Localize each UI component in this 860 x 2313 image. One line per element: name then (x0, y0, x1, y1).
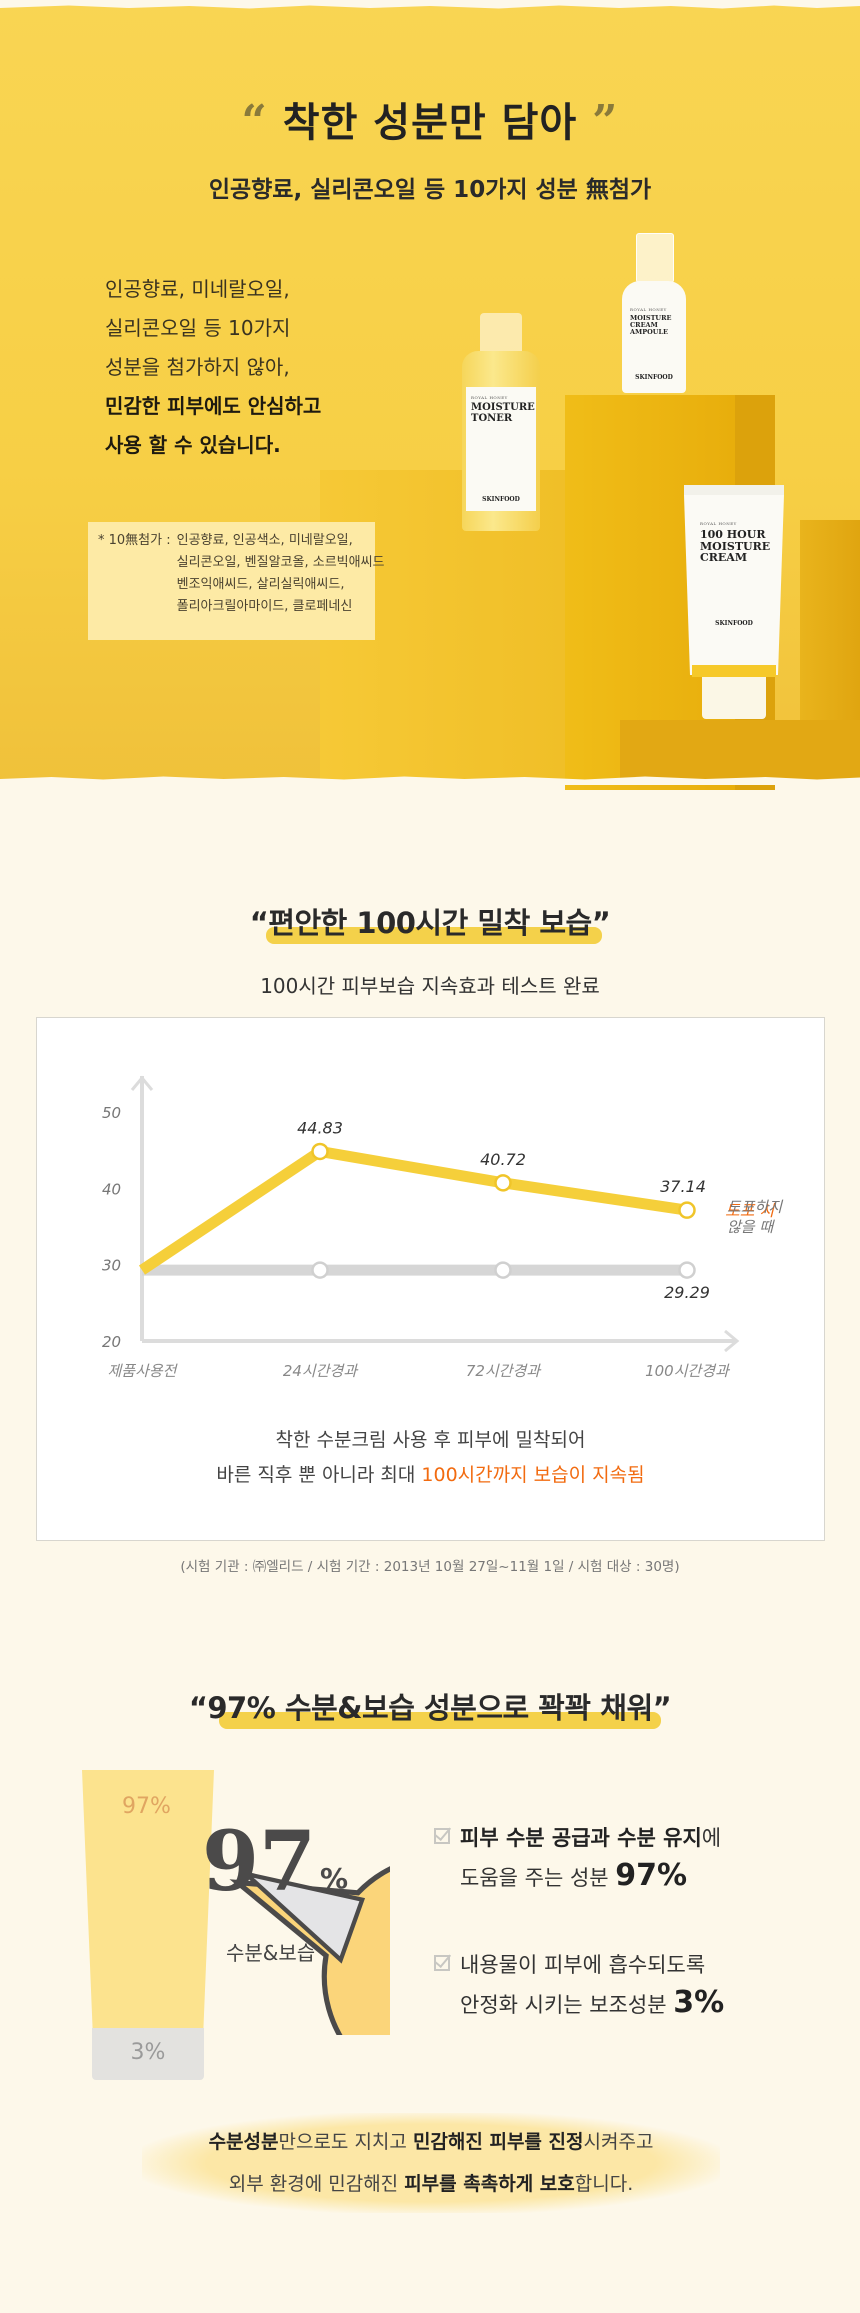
svg-text:100시간경과: 100시간경과 (645, 1362, 730, 1380)
moisture-line-chart: 20 30 40 50 제품사용전 24시간경과 72시간경과 100시간경과 29.29 44.… (36, 1017, 825, 1541)
svg-text:%: % (320, 1862, 348, 1895)
svg-text:40.72: 40.72 (480, 1150, 526, 1169)
ratio-pie-chart: 97 % 수분&보습 (202, 1814, 390, 2035)
product-cream-image: ROYAL HONEY 100 HOUR MOISTURE CREAM SKIN… (684, 485, 784, 725)
hero-title-text: 착한 성분만 담아 (282, 100, 578, 146)
chart-caption: 착한 수분크림 사용 후 피부에 밀착되어 바른 직후 뿐 아니라 최대 100… (216, 1429, 645, 1486)
svg-text:44.83: 44.83 (297, 1118, 343, 1137)
chart-plot: 20 30 40 50 제품사용전 24시간경과 72시간경과 100시간경과 29.29 44.… (102, 1075, 783, 1380)
list-item: 피부 수분 공급과 수분 유지에 도움을 주는 성분 97% (432, 1820, 724, 1897)
product-ampoule-image: ROYAL HONEY MOISTURE CREAM AMPOULE SKINF… (622, 233, 686, 393)
product-toner-image: ROYAL HONEY MOISTURE TONER SKINFOOD (462, 313, 540, 531)
moisture-section-title: “편안한 100시간 밀착 보습” (250, 900, 611, 944)
hero-section: “ 착한 성분만 담아 ” 인공향료, 실리콘오일 등 10가지 성분 無첨가 … (0, 0, 860, 790)
svg-text:도포 시: 도포 시 (725, 1201, 776, 1220)
svg-text:20: 20 (102, 1333, 121, 1351)
svg-text:29.29: 29.29 (664, 1283, 710, 1302)
hero-description: 인공향료, 미네랄오일, 실리콘오일 등 10가지 성분을 첨가하지 않아, 민… (105, 277, 322, 457)
test-info: (시험 기관 : ㈜엘리드 / 시험 기간 : 2013년 10월 27일~11… (180, 1559, 680, 1575)
hero-title: “ 착한 성분만 담아 ” (0, 90, 860, 148)
close-quote-icon: ” (592, 96, 619, 147)
hero-subtitle: 인공향료, 실리콘오일 등 10가지 성분 無첨가 (203, 170, 664, 204)
open-quote-icon: “ (241, 96, 268, 147)
ingredient-free-note: * 10無첨가 : 인공향료, 인공색소, 미네랄오일, 실리콘오일, 벤질알코… (88, 522, 385, 640)
tube-3-label: 3% (130, 2040, 166, 2065)
checkbox-icon (434, 1828, 450, 1844)
svg-text:30: 30 (102, 1257, 121, 1275)
podium-block (620, 720, 860, 785)
svg-text:도포하지: 도포하지 (727, 1198, 783, 1216)
svg-text:24시간경과: 24시간경과 (283, 1362, 358, 1380)
tube-97-label: 97% (122, 1794, 171, 1819)
svg-text:72시간경과: 72시간경과 (466, 1362, 541, 1380)
list-item: 내용물이 피부에 흡수되도록 안정화 시키는 보조성분 3% (432, 1947, 724, 2024)
summary-text: 수분성분만으로도 지치고 민감해진 피부를 진정시켜주고 외부 환경에 민감해진… (142, 2113, 720, 2213)
svg-text:않을 때: 않을 때 (727, 1218, 775, 1236)
svg-text:40: 40 (102, 1180, 121, 1198)
ratio-tube-graphic: 97% 3% (82, 1770, 214, 2080)
svg-text:97: 97 (202, 1814, 316, 1910)
moisture-section-subtitle: 100시간 피부보습 지속효과 테스트 완료 (260, 974, 600, 998)
svg-text:수분&보습: 수분&보습 (226, 1941, 315, 1965)
checkbox-icon (434, 1955, 450, 1971)
svg-text:50: 50 (102, 1104, 121, 1122)
ingredient-section-title: “97% 수분&보습 성분으로 꽉꽉 채워” (189, 1685, 672, 1729)
svg-text:37.14: 37.14 (660, 1177, 706, 1196)
podium-block (800, 520, 860, 720)
ingredient-ratio-list: 피부 수분 공급과 수분 유지에 도움을 주는 성분 97% 내용물이 피부에 … (432, 1820, 724, 2074)
svg-text:제품사용전: 제품사용전 (107, 1362, 178, 1380)
